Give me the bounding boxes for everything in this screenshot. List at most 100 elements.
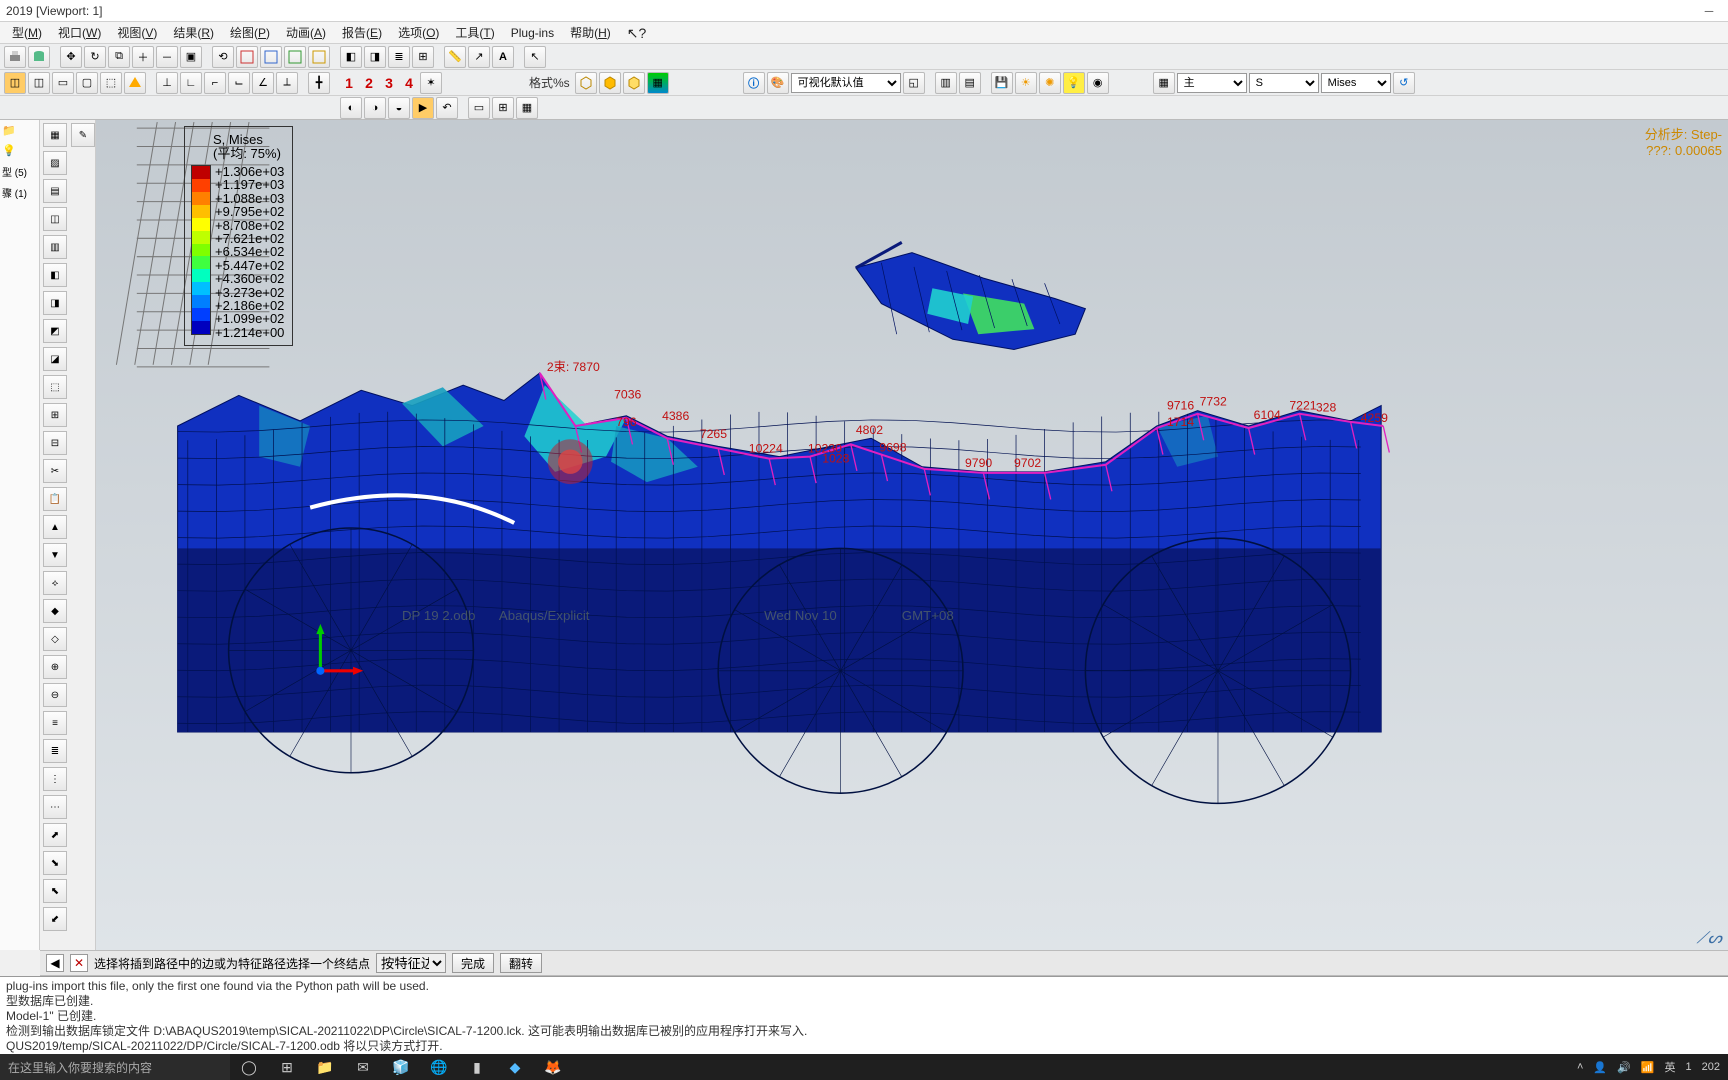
view-num-2[interactable]: 2 — [360, 75, 378, 91]
view-num-3[interactable]: 3 — [380, 75, 398, 91]
arrow-draw-icon[interactable]: ↗ — [468, 46, 490, 68]
view1-icon[interactable] — [236, 46, 258, 68]
info-icon[interactable]: ⓘ — [743, 72, 765, 94]
field-sel-icon[interactable]: ▦ — [1153, 72, 1175, 94]
circ3-icon[interactable]: ◒ — [388, 97, 410, 119]
vis-default-combo[interactable]: 可视化默认值 — [791, 73, 901, 93]
tray-chevron-icon[interactable]: ˄ — [1577, 1061, 1583, 1073]
system-tray[interactable]: ˄ 👤 🔊 📶 英 1 202 — [1569, 1059, 1728, 1075]
menu-plot[interactable]: 绘图(P) — [222, 22, 278, 44]
csys2-icon[interactable]: ∟ — [180, 72, 202, 94]
field-mises-combo[interactable]: Mises — [1321, 73, 1391, 93]
menu-result[interactable]: 结果(R) — [165, 22, 222, 44]
toolbox-btn-1[interactable]: ▨ — [43, 151, 67, 175]
toolbox-btn-4[interactable]: ▥ — [43, 235, 67, 259]
ladder2-icon[interactable]: ▤ — [959, 72, 981, 94]
wireframe-icon[interactable]: ◫ — [4, 72, 26, 94]
select-icon[interactable]: ↖ — [524, 46, 546, 68]
mail-icon[interactable]: ✉ — [344, 1054, 382, 1080]
folder-icon[interactable]: ▭ — [468, 97, 490, 119]
pan-icon[interactable]: ✥ — [60, 46, 82, 68]
print-icon[interactable] — [4, 46, 26, 68]
zoom-box-icon[interactable]: ⧉ — [108, 46, 130, 68]
menu-options[interactable]: 选项(O) — [390, 22, 447, 44]
toolbox-btn-2[interactable]: ▤ — [43, 179, 67, 203]
box3-icon[interactable] — [623, 72, 645, 94]
field-s-combo[interactable]: S — [1249, 73, 1319, 93]
minimize-button[interactable]: ─ — [1696, 0, 1722, 22]
cube1-icon[interactable]: ◱ — [903, 72, 925, 94]
toolbox-btn-25[interactable]: ⬈ — [43, 823, 67, 847]
iso-icon[interactable]: ◧ — [340, 46, 362, 68]
menu-view[interactable]: 视图(V) — [109, 22, 165, 44]
tray-volume-icon[interactable]: 🔊 — [1617, 1061, 1631, 1074]
terminal-icon[interactable]: ▮ — [458, 1054, 496, 1080]
toolbox-btn-7[interactable]: ◩ — [43, 319, 67, 343]
sel-mode-icon[interactable]: ▶ — [412, 97, 434, 119]
start-icon[interactable]: ◯ — [230, 1054, 268, 1080]
box1-icon[interactable] — [575, 72, 597, 94]
toolbox-btn-10[interactable]: ⊞ — [43, 403, 67, 427]
toolbox-btn-18[interactable]: ◇ — [43, 627, 67, 651]
done-button[interactable]: 完成 — [452, 953, 494, 973]
toolbox-btn-14[interactable]: ▲ — [43, 515, 67, 539]
csys1-icon[interactable]: ⊥ — [156, 72, 178, 94]
toolbox-btn-8[interactable]: ◪ — [43, 347, 67, 371]
circ1-icon[interactable]: ◐ — [340, 97, 362, 119]
ladder1-icon[interactable]: ▥ — [935, 72, 957, 94]
tree-item-lightbulb[interactable]: 💡 — [2, 144, 37, 158]
toolbox-btn-12[interactable]: ✂ — [43, 459, 67, 483]
table-icon[interactable]: ▦ — [516, 97, 538, 119]
zoom-out-icon[interactable]: － — [156, 46, 178, 68]
toolbox-btn-27[interactable]: ⬉ — [43, 879, 67, 903]
context-help-icon[interactable]: ↖? — [619, 22, 655, 44]
toolbox-btn-3[interactable]: ◫ — [43, 207, 67, 231]
toolbox-btn-26[interactable]: ⬊ — [43, 851, 67, 875]
taskbar-search[interactable]: 在这里输入你要搜索的内容 — [0, 1054, 230, 1080]
view-num-4[interactable]: 4 — [400, 75, 418, 91]
zoom-in-icon[interactable]: ＋ — [132, 46, 154, 68]
render2-icon[interactable]: ▭ — [52, 72, 74, 94]
toolbox-btn-19[interactable]: ⊕ — [43, 655, 67, 679]
fit-icon[interactable]: ▣ — [180, 46, 202, 68]
render1-icon[interactable]: ◫ — [28, 72, 50, 94]
csys4-icon[interactable]: ⌙ — [228, 72, 250, 94]
tray-wifi-icon[interactable]: 📶 — [1641, 1061, 1655, 1074]
tray-ime[interactable]: 英 — [1665, 1059, 1676, 1075]
prompt-combo[interactable]: 按特征边 — [376, 953, 446, 973]
flip-button[interactable]: 翻转 — [500, 953, 542, 973]
abaqus-icon[interactable]: ◆ — [496, 1054, 534, 1080]
viewport[interactable]: 2束: 787070364386796726510224102304802969… — [96, 120, 1728, 950]
triad2-icon[interactable]: ✶ — [420, 72, 442, 94]
toolbox-btn-29[interactable]: ✎ — [71, 123, 95, 147]
primary-var-combo[interactable]: 主 — [1177, 73, 1247, 93]
circ2-icon[interactable]: ◑ — [364, 97, 386, 119]
menu-help[interactable]: 帮助(H) — [562, 22, 619, 44]
toolbox-btn-9[interactable]: ⬚ — [43, 375, 67, 399]
toolbox-btn-13[interactable]: 📋 — [43, 487, 67, 511]
rotate-icon[interactable]: ↻ — [84, 46, 106, 68]
menu-report[interactable]: 报告(E) — [334, 22, 390, 44]
toolbox-btn-20[interactable]: ⊖ — [43, 683, 67, 707]
toolbox-btn-28[interactable]: ⬋ — [43, 907, 67, 931]
orb-icon[interactable]: ◉ — [1087, 72, 1109, 94]
model-tree[interactable]: 📁 💡 型 (5) 骤 (1) — [0, 120, 40, 950]
bulb-icon[interactable]: 💡 — [1063, 72, 1085, 94]
text-icon[interactable]: A — [492, 46, 514, 68]
db-icon[interactable] — [28, 46, 50, 68]
toolbox-btn-0[interactable]: ▦ — [43, 123, 67, 147]
toolbox-btn-16[interactable]: ⟡ — [43, 571, 67, 595]
layers-icon[interactable]: ≣ — [388, 46, 410, 68]
toolbox-btn-15[interactable]: ▼ — [43, 543, 67, 567]
toolbox-btn-22[interactable]: ≣ — [43, 739, 67, 763]
view2-icon[interactable] — [260, 46, 282, 68]
view4-icon[interactable] — [308, 46, 330, 68]
prompt-cancel-icon[interactable]: ✕ — [70, 954, 88, 972]
csys6-icon[interactable]: ⟂ — [276, 72, 298, 94]
anim-save-icon[interactable]: 💾 — [991, 72, 1013, 94]
tree-item-modeldb[interactable]: 📁 — [2, 124, 37, 138]
calc-icon[interactable]: ⊞ — [492, 97, 514, 119]
tray-people-icon[interactable]: 👤 — [1593, 1061, 1607, 1074]
fem-canvas[interactable]: 2束: 787070364386796726510224102304802969… — [96, 120, 1728, 854]
csys3-icon[interactable]: ⌐ — [204, 72, 226, 94]
